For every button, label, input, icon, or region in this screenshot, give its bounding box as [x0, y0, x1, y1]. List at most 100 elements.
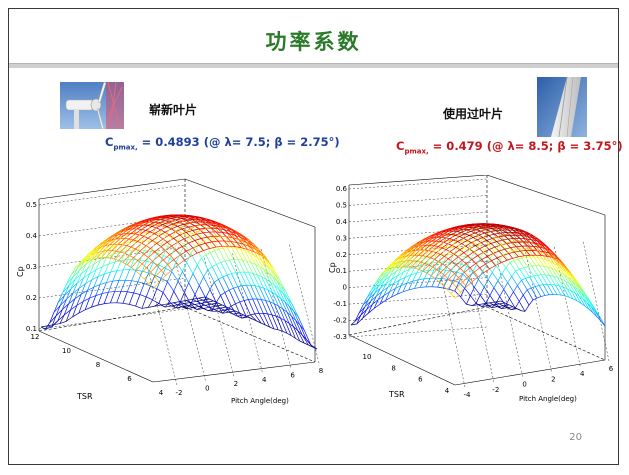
- surface-mesh-line: [265, 324, 270, 328]
- surface-mesh-line: [531, 250, 537, 256]
- surface-mesh-line: [126, 257, 134, 265]
- surface-mesh-line: [190, 222, 195, 226]
- surface-mesh-line: [202, 221, 208, 226]
- surface-mesh-line: [473, 225, 478, 228]
- surface-mesh-line: [517, 232, 524, 234]
- surface-mesh-line: [131, 246, 136, 250]
- surface-mesh-line: [447, 243, 452, 246]
- surface-mesh-line: [500, 300, 506, 304]
- left-cp-max: Cpmax, = 0.4893 (@ λ= 7.5; β = 2.75°): [105, 135, 340, 151]
- surface-mesh-line: [469, 227, 474, 230]
- surface-mesh-line: [188, 273, 194, 283]
- surface-mesh-line: [569, 283, 576, 294]
- surface-mesh-line: [371, 296, 377, 305]
- surface-mesh-line: [393, 262, 399, 270]
- surface-mesh-line: [479, 263, 486, 269]
- surface-mesh-line: [161, 235, 167, 245]
- surface-mesh-line: [284, 320, 292, 336]
- surface-mesh-line: [506, 257, 513, 261]
- surface-mesh-line: [202, 232, 208, 238]
- surface-mesh-line: [253, 243, 261, 254]
- surface-mesh-line: [233, 312, 240, 315]
- surface-mesh-line: [193, 220, 198, 223]
- surface-mesh-line: [110, 291, 116, 304]
- surface-mesh-line: [89, 263, 95, 274]
- surface-mesh-line: [148, 240, 156, 243]
- surface-mesh-line: [555, 269, 560, 273]
- surface-mesh-line: [97, 293, 103, 306]
- surface-mesh-line: [218, 247, 224, 250]
- surface-mesh-line: [246, 260, 254, 274]
- surface-mesh-line: [483, 279, 489, 288]
- surface-mesh-line: [462, 273, 469, 281]
- surface-mesh-line: [192, 230, 198, 235]
- tsr-tick-label: 6: [418, 376, 423, 384]
- surface-mesh-line: [362, 298, 370, 306]
- surface-mesh-line: [495, 259, 501, 266]
- surface-mesh-line: [175, 306, 183, 309]
- surface-mesh-line: [211, 303, 217, 307]
- surface-mesh-line: [535, 285, 540, 287]
- grid-line: [582, 240, 610, 362]
- surface-mesh-line: [452, 227, 457, 230]
- surface-mesh-line: [117, 233, 123, 236]
- surface-mesh-line: [423, 240, 428, 243]
- surface-mesh-line: [209, 305, 216, 308]
- surface-mesh-line: [592, 312, 598, 318]
- left-cp-symbol: C: [105, 135, 114, 149]
- surface-mesh-line: [524, 254, 531, 257]
- surface-mesh-line: [532, 249, 537, 251]
- surface-mesh-line: [87, 279, 93, 291]
- surface-mesh-line: [563, 286, 568, 290]
- surface-mesh-line: [167, 264, 173, 271]
- surface-mesh-line: [173, 301, 180, 304]
- surface-mesh-line: [167, 246, 175, 250]
- surface-mesh-line: [236, 231, 241, 235]
- surface-mesh-line: [531, 265, 538, 276]
- surface-mesh-line: [452, 277, 459, 284]
- surface-mesh-line: [511, 270, 516, 277]
- surface-mesh-line: [135, 305, 143, 309]
- surface-mesh-line: [167, 237, 173, 247]
- surface-mesh-line: [490, 251, 495, 259]
- surface-mesh-line: [241, 285, 249, 300]
- surface-mesh-line: [487, 224, 492, 227]
- surface-mesh-line: [213, 282, 221, 296]
- surface-mesh-line: [85, 259, 93, 265]
- surface-mesh-line: [459, 248, 464, 256]
- surface-mesh-line: [491, 260, 496, 266]
- surface-mesh-line: [504, 302, 510, 306]
- surface-mesh-line: [274, 303, 279, 307]
- surface-mesh-line: [478, 238, 484, 245]
- surface-mesh-line: [139, 234, 144, 237]
- surface-mesh-line: [169, 249, 175, 259]
- surface-mesh-line: [113, 231, 118, 236]
- surface-mesh-line: [278, 305, 286, 321]
- surface-mesh-line: [116, 260, 122, 271]
- surface-mesh-line: [209, 231, 215, 237]
- surface-mesh-line: [509, 226, 514, 228]
- surface-mesh-line: [312, 346, 318, 350]
- surface-mesh-line: [255, 263, 260, 267]
- surface-mesh-line: [150, 285, 157, 290]
- surface-mesh-line: [208, 222, 214, 226]
- surface-mesh-line: [267, 313, 272, 316]
- surface-mesh-line: [190, 253, 198, 266]
- grid-line: [38, 215, 186, 237]
- surface-mesh-line: [83, 268, 89, 279]
- surface-mesh-line: [498, 250, 504, 256]
- surface-mesh-line: [177, 241, 183, 247]
- surface-mesh-line: [500, 235, 507, 244]
- surface-mesh-line: [190, 302, 195, 305]
- surface-mesh-line: [494, 233, 499, 238]
- surface-mesh-line: [472, 237, 478, 241]
- surface-mesh-line: [364, 301, 371, 308]
- surface-mesh-line: [167, 271, 173, 282]
- surface-mesh-line: [366, 290, 372, 298]
- surface-mesh-line: [247, 316, 253, 320]
- surface-mesh-line: [211, 266, 219, 280]
- surface-mesh-line: [463, 252, 469, 257]
- surface-mesh-line: [201, 254, 207, 259]
- surface-mesh-line: [397, 257, 405, 263]
